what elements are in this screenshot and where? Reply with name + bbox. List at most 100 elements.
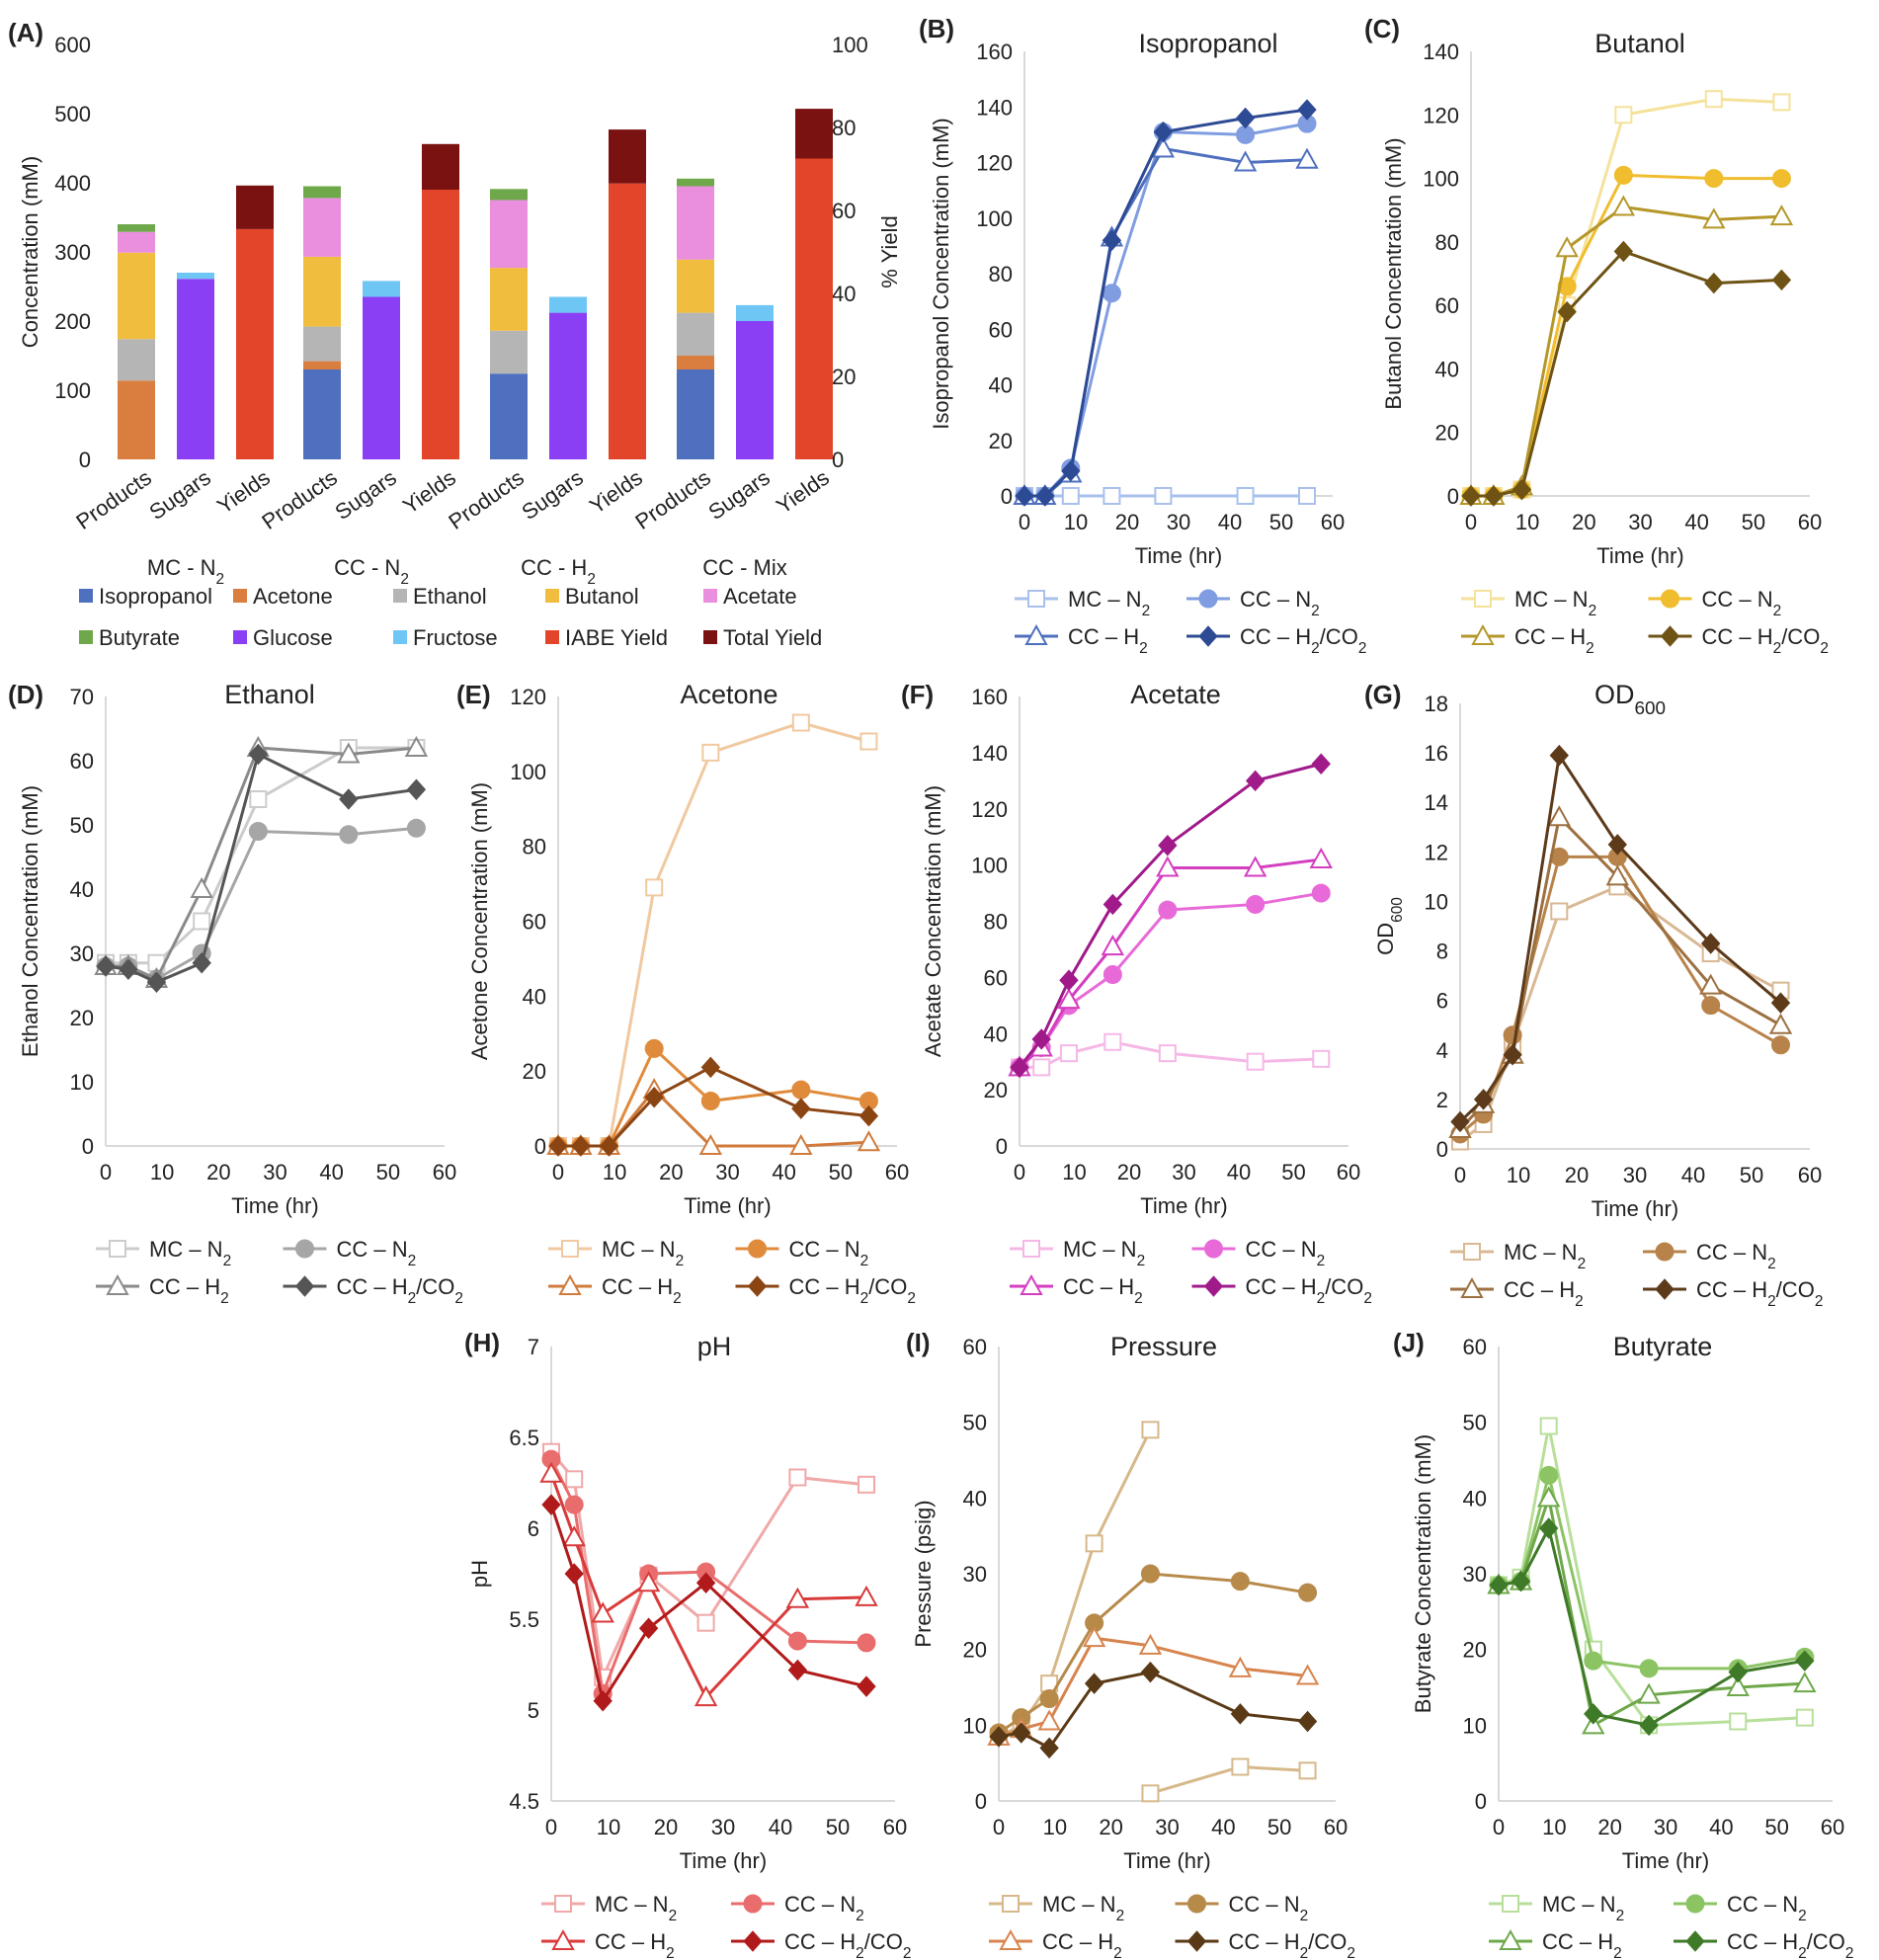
series-square — [549, 713, 878, 1155]
y-tick-label: 120 — [976, 151, 1013, 176]
data-point — [193, 912, 211, 931]
y-tick-label: 5 — [528, 1698, 539, 1723]
y-axis-label: Butyrate Concentration (mM) — [1411, 1434, 1435, 1713]
data-point — [698, 1133, 723, 1155]
y-tick-label: 0 — [82, 1134, 94, 1159]
data-point — [1611, 195, 1636, 216]
x-tick-label: 30 — [1172, 1160, 1195, 1184]
legend-marker — [1685, 1930, 1705, 1952]
legend-label: CC – N2 — [1229, 1892, 1309, 1924]
bar-label: Products — [444, 465, 528, 534]
data-point — [791, 1080, 811, 1100]
legend-swatch — [233, 630, 247, 644]
series-triangle — [1487, 1486, 1817, 1735]
legend-marker — [1655, 1242, 1675, 1262]
y-axis-label: Acetone Concentration (mM) — [467, 782, 492, 1060]
series-line — [1458, 751, 1782, 1123]
y-tick-label: 0 — [975, 1789, 987, 1814]
legend-label: CC – H2/CO2 — [784, 1929, 911, 1960]
series-square — [1011, 1032, 1331, 1077]
bar-label: Yields — [772, 465, 834, 519]
y-tick-label: 20 — [989, 429, 1013, 453]
data-point — [1771, 1035, 1790, 1055]
data-point — [1539, 1417, 1558, 1435]
data-point — [564, 1563, 584, 1585]
y-tick-label: 60 — [1435, 293, 1459, 318]
legend-label: CC – N2 — [1696, 1240, 1776, 1272]
x-tick-label: 30 — [715, 1160, 739, 1184]
y2-tick-label: 100 — [832, 33, 868, 57]
bar-segment — [736, 321, 774, 459]
data-point — [339, 788, 359, 810]
data-point — [1312, 1049, 1331, 1068]
x-tick-label: 40 — [769, 1815, 792, 1839]
data-point — [1061, 459, 1081, 482]
x-tick-label: 10 — [150, 1160, 174, 1184]
x-tick-label: 60 — [1337, 1160, 1360, 1184]
data-point — [638, 1617, 659, 1639]
y-tick-label: 600 — [54, 33, 91, 57]
y-tick-label: 40 — [1463, 1486, 1487, 1511]
data-point — [1795, 1708, 1814, 1727]
series-square — [1016, 487, 1316, 505]
panel-label: (A) — [8, 18, 43, 47]
bar-segment — [118, 231, 155, 253]
legend-label: CC – H2/CO2 — [1696, 1277, 1823, 1310]
data-point — [1539, 1465, 1559, 1485]
legend-label: MC – N2 — [602, 1237, 684, 1269]
x-axis-label: Time (hr) — [1135, 543, 1222, 568]
data-point — [593, 1690, 613, 1712]
panel-label: (G) — [1364, 680, 1402, 709]
series-line — [558, 720, 869, 1148]
data-point — [1061, 487, 1080, 505]
y-tick-label: 60 — [984, 965, 1008, 990]
x-tick-label: 60 — [885, 1160, 909, 1184]
data-point — [1699, 973, 1723, 995]
panel-label: (B) — [919, 14, 954, 43]
data-point — [1246, 1052, 1265, 1071]
data-point — [1613, 240, 1634, 263]
series-triangle — [987, 1626, 1320, 1746]
legend-marker — [551, 1928, 575, 1950]
y-tick-label: 40 — [70, 877, 94, 902]
chart-title: Pressure — [1110, 1332, 1217, 1361]
legend-label: MC – N2 — [595, 1892, 677, 1924]
panel-label: (H) — [464, 1328, 500, 1357]
legend-swatch — [393, 589, 407, 603]
data-point — [1245, 770, 1266, 792]
bar-segment — [490, 200, 528, 269]
y-tick-label: 0 — [996, 1134, 1008, 1159]
legend-label: CC – N2 — [789, 1237, 869, 1269]
legend-marker — [1460, 1276, 1484, 1298]
y-tick-label: 60 — [989, 317, 1013, 342]
data-point — [1547, 805, 1571, 827]
legend-label: Acetate — [723, 584, 797, 609]
x-axis-label: Time (hr) — [1596, 543, 1683, 568]
x-axis-label: Time (hr) — [231, 1193, 318, 1218]
bar-label: Products — [257, 465, 341, 534]
y-tick-label: 80 — [523, 835, 546, 859]
data-point — [1607, 834, 1627, 856]
chart-title: Acetate — [1130, 680, 1221, 709]
legend: MC – N2 CC – N2 CC – H2 CC – H2/CO2 — [541, 1892, 911, 1960]
panel-label: (I) — [906, 1328, 931, 1357]
legend-label: CC – H2 — [1542, 1929, 1622, 1960]
y-tick-label: 30 — [963, 1562, 987, 1587]
series-diamond — [1450, 744, 1791, 1133]
data-point — [1015, 485, 1034, 507]
data-point — [858, 1475, 875, 1494]
legend-swatch — [79, 589, 93, 603]
series-diamond — [989, 1661, 1318, 1759]
legend-marker — [1024, 623, 1048, 645]
x-tick-label: 10 — [1064, 510, 1088, 534]
y-tick-label: 18 — [1425, 692, 1448, 716]
bar-segment — [609, 129, 646, 184]
data-point — [1085, 1534, 1103, 1553]
x-axis-label: Time (hr) — [684, 1193, 771, 1218]
legend-marker — [1027, 590, 1045, 608]
series-line — [1018, 858, 1322, 1069]
data-point — [1298, 1583, 1318, 1602]
legend-label: MC – N2 — [1063, 1237, 1145, 1269]
data-point — [789, 1133, 813, 1155]
x-tick-label: 10 — [597, 1815, 620, 1839]
